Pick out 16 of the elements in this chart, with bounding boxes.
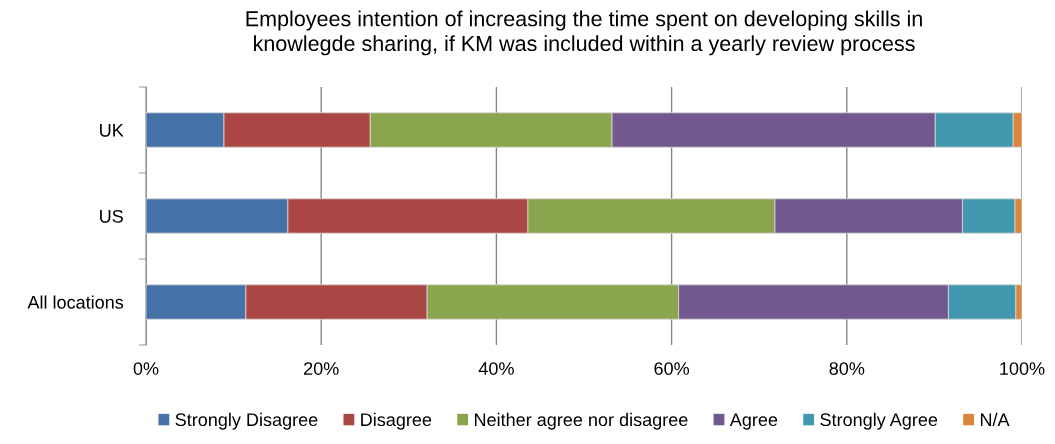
- legend-label: Disagree: [361, 412, 432, 430]
- legend-label: Strongly Agree: [820, 412, 938, 430]
- x-tick-label: 20%: [304, 362, 339, 375]
- x-tick-label: 40%: [478, 362, 514, 375]
- y-tick-label: US: [100, 209, 123, 223]
- x-tick-label: 100%: [1000, 362, 1045, 375]
- legend-label: Strongly Disagree: [175, 412, 318, 430]
- legend-label: Neither agree nor disagree: [474, 412, 688, 430]
- y-tick-label: All locations: [27, 295, 124, 309]
- chart-title: Employees intention of increasing the time spent on developing skills in knowlegde sharing, if KM was included within a yearly review process: [246, 10, 922, 56]
- x-tick-label: 0%: [133, 362, 159, 375]
- x-tick-label: 80%: [829, 362, 865, 375]
- x-tick-label: 60%: [654, 362, 690, 375]
- legend-label: N/A: [980, 412, 1010, 427]
- y-tick-label: UK: [100, 124, 124, 137]
- legend-label: Agree: [729, 413, 778, 430]
